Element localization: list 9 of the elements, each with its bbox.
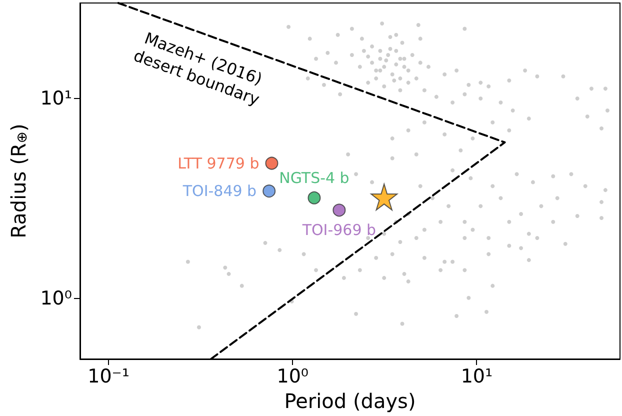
series-label: NGTS-4 b <box>279 168 350 187</box>
series-label: TOI-849 b <box>182 182 257 200</box>
series-label: LTT 9779 b <box>178 154 260 172</box>
x-tick-label: 10¹ <box>460 366 493 388</box>
x-axis-title: Period (days) <box>284 389 416 413</box>
y-axis-title: Radius (R⊕) <box>6 124 30 238</box>
x-tick-label: 10⁰ <box>276 366 309 388</box>
series-label: TOI-969 b <box>301 221 376 240</box>
x-tick-label: 10⁻¹ <box>88 366 130 388</box>
